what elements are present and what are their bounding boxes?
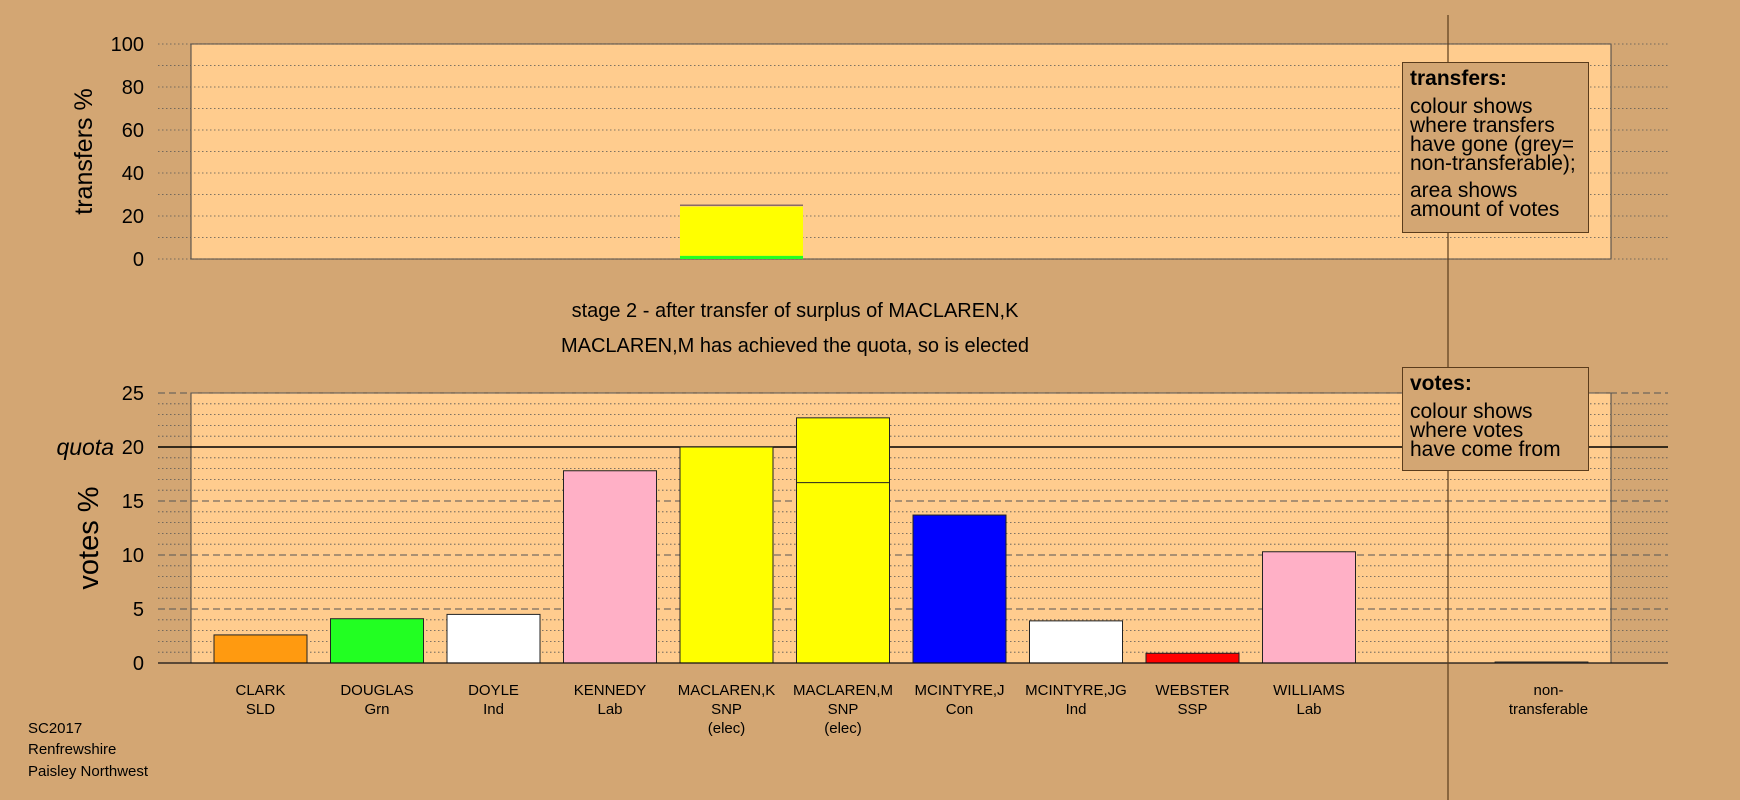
votes-legend-line: colour shows [1410, 400, 1533, 423]
transfers-y-tick-label: 40 [122, 163, 144, 185]
stage-subtitle: MACLAREN,M has achieved the quota, so is… [560, 335, 1030, 357]
transfer-bar-segment [680, 255, 803, 259]
votes-y-tick-label: 15 [122, 491, 144, 513]
votes-legend-line: have come from [1410, 438, 1561, 461]
vote-bar [796, 417, 890, 664]
transfers-y-axis-label: transfers % [70, 88, 98, 214]
footer-election: SC2017 [28, 720, 83, 737]
vote-bar [330, 618, 424, 664]
transfers-legend-line: non-transferable); [1410, 152, 1576, 175]
candidate-party-label: SSP [1177, 701, 1207, 718]
candidate-name-label: DOYLE [468, 682, 519, 699]
votes-legend-title: votes: [1410, 372, 1472, 395]
candidate-name-label: WILLIAMS [1273, 682, 1345, 699]
candidate-status-label: (elec) [824, 720, 862, 737]
vote-bar [679, 446, 774, 664]
footer-council: Renfrewshire [28, 741, 117, 758]
votes-legend-line: where votes [1410, 419, 1524, 442]
transfers-legend-line: colour shows [1410, 95, 1533, 118]
votes-plot-panel [190, 392, 1612, 664]
candidate-party-label: Ind [1066, 701, 1087, 718]
candidate-party-label: Lab [1296, 701, 1321, 718]
candidate-party-label: Lab [597, 701, 622, 718]
candidate-name-label: DOUGLAS [340, 682, 413, 699]
candidate-name-label: WEBSTER [1155, 682, 1229, 699]
transfers-y-tick-label: 80 [122, 77, 144, 99]
votes-y-tick-label: 5 [133, 599, 144, 621]
votes-y-tick-label: 20 [122, 437, 144, 459]
votes-y-tick-label: 0 [133, 653, 144, 675]
candidate-party-label: SNP [711, 701, 742, 718]
votes-y-tick-label: 25 [122, 383, 144, 405]
candidate-name-label: MACLAREN,M [793, 682, 893, 699]
candidate-party-label: Ind [483, 701, 504, 718]
candidate-party-label: Grn [364, 701, 389, 718]
vote-bar [1029, 620, 1123, 664]
transfers-legend: transfers: colour shows where transfers … [1402, 62, 1589, 233]
transfers-legend-title: transfers: [1410, 67, 1507, 90]
candidate-name-label: KENNEDY [574, 682, 647, 699]
vote-bar [563, 470, 657, 664]
candidate-party-label: Con [946, 701, 974, 718]
transfers-y-tick-label: 0 [133, 249, 144, 271]
candidate-name-label: MCINTYRE,JG [1025, 682, 1127, 699]
stage-title: stage 2 - after transfer of surplus of M… [571, 300, 1019, 322]
votes-y-tick-label: 10 [122, 545, 144, 567]
transfers-legend-line: where transfers [1410, 114, 1555, 137]
vote-bar [446, 613, 541, 664]
footer-ward: Paisley Northwest [28, 763, 149, 780]
candidate-party-label: SNP [828, 701, 859, 718]
transfers-y-tick-label: 20 [122, 206, 144, 228]
vote-bar [1145, 652, 1240, 664]
transfers-y-tick-label: 60 [122, 120, 144, 142]
nontransferable-label-line2: transferable [1509, 701, 1588, 718]
transfers-legend-line: area shows [1410, 179, 1518, 202]
candidate-name-label: MACLAREN,K [678, 682, 776, 699]
candidate-name-label: CLARK [235, 682, 285, 699]
quota-label: quota [56, 434, 114, 460]
transfers-legend-line: amount of votes [1410, 198, 1560, 221]
candidate-name-label: MCINTYRE,J [915, 682, 1005, 699]
vote-bar [912, 514, 1007, 664]
votes-legend: votes: colour shows where votes have com… [1402, 367, 1589, 471]
candidate-status-label: (elec) [708, 720, 746, 737]
transfers-legend-line: have gone (grey= [1410, 133, 1575, 156]
votes-y-axis-label: votes % [73, 486, 105, 589]
vote-bar [213, 634, 308, 664]
nontransferable-label-line1: non- [1533, 682, 1563, 699]
candidate-party-label: SLD [246, 701, 275, 718]
vote-bar [1262, 551, 1356, 664]
transfers-y-tick-label: 100 [111, 34, 144, 56]
transfer-bar-segment [680, 206, 803, 256]
